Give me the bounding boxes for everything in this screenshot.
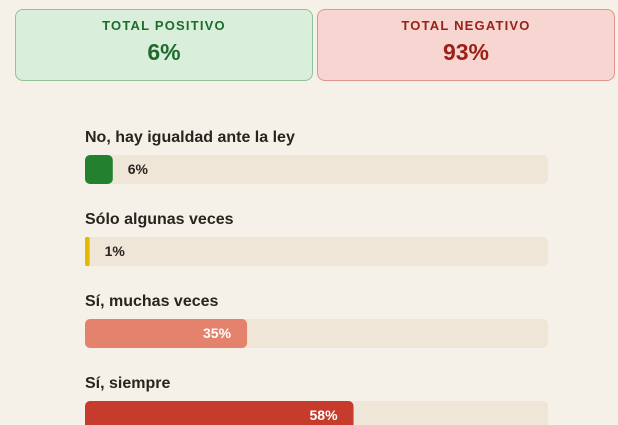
bar: [85, 237, 90, 266]
category-label: Sólo algunas veces: [85, 211, 234, 228]
summary-positive: TOTAL POSITIVO 6%: [15, 9, 313, 81]
value-label: 35%: [203, 325, 232, 341]
value-label: 58%: [310, 407, 339, 423]
bar: [85, 401, 354, 425]
category-label: Sí, siempre: [85, 375, 170, 392]
category-label: Sí, muchas veces: [85, 293, 219, 310]
summary-value: 93%: [442, 39, 490, 65]
value-label: 6%: [128, 161, 149, 177]
bar: [85, 319, 248, 348]
summary-negative: TOTAL NEGATIVO 93%: [317, 9, 615, 81]
summary-label: TOTAL NEGATIVO: [401, 18, 531, 33]
summary-value: 6%: [147, 39, 181, 65]
value-label: 1%: [105, 243, 126, 259]
category-label: No, hay igualdad ante la ley: [85, 129, 295, 146]
bar: [85, 155, 113, 184]
bar-track: [85, 155, 548, 184]
bar-track: [85, 237, 548, 266]
summary-label: TOTAL POSITIVO: [102, 18, 226, 33]
